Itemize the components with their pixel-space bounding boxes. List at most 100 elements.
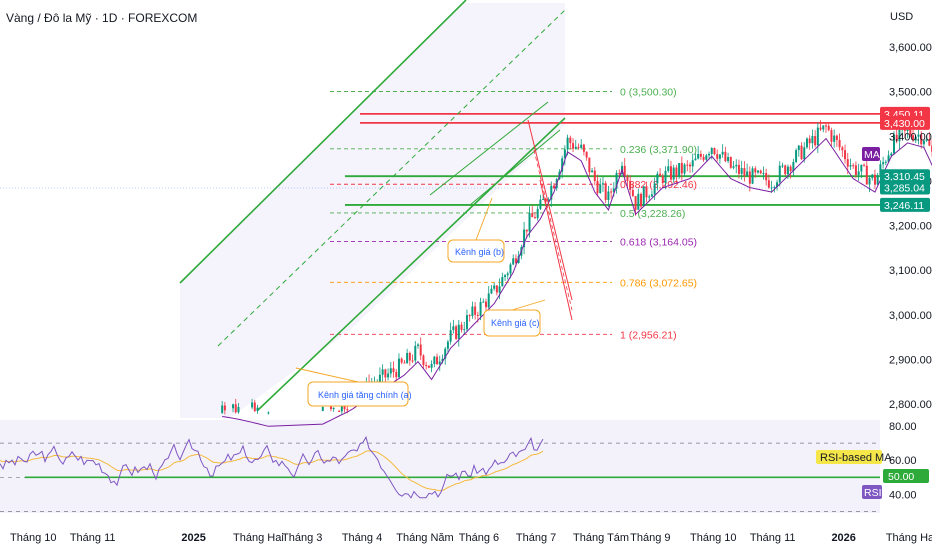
candle-body [786, 166, 789, 175]
time-tick-label: Tháng 11 [70, 532, 116, 544]
candle-body [822, 125, 825, 130]
candle-body [490, 288, 493, 294]
projection-lower [539, 179, 573, 321]
candle-body [776, 182, 779, 188]
channel-b-upper[interactable] [429, 101, 549, 196]
candle-body [591, 170, 594, 173]
candle-body [487, 293, 490, 308]
candle-body [403, 362, 406, 364]
rsi-axis[interactable]: 80.00 60.00 40.00 [889, 421, 917, 501]
rsi-band-fill [0, 420, 880, 513]
candle-body [691, 160, 694, 167]
candle-body [680, 163, 683, 174]
candle-body [661, 176, 664, 184]
candle-body [833, 135, 836, 142]
candle-body [827, 125, 830, 131]
candle-body [381, 369, 384, 375]
candle-body [482, 301, 485, 303]
candle-body [468, 315, 471, 317]
candle-body [640, 193, 643, 207]
candle-body [232, 404, 235, 409]
price-tick-label: 3,400.00 [889, 131, 932, 143]
candle-body [737, 164, 740, 174]
candle-body [471, 306, 474, 317]
candle-body [251, 402, 254, 408]
fib-level-label: 0.786 (3,072.65) [620, 277, 697, 289]
candle-body [792, 162, 795, 171]
candle-body [474, 306, 477, 315]
candle-body [623, 165, 626, 177]
price-badge-label: 3,246.11 [884, 200, 924, 212]
candle-body [536, 208, 539, 219]
candle-body [678, 163, 681, 177]
candle-body [221, 405, 224, 413]
uptrend-channel-fill [180, 3, 565, 418]
candle-body [539, 199, 542, 209]
channel-lower-line[interactable] [257, 117, 566, 411]
callout-pointer [511, 299, 546, 311]
candle-body [406, 352, 409, 364]
price-tick-label: 3,200.00 [889, 221, 932, 233]
candle-body [803, 147, 806, 160]
candle-body [898, 129, 901, 142]
candle-body [721, 151, 724, 155]
candle-body [346, 409, 349, 411]
rsi-level-badge-label: 50.00 [888, 471, 914, 483]
fib-level-label: 0.382 (3,292.46) [620, 179, 697, 191]
candle-body [789, 166, 792, 171]
candle-body [882, 162, 885, 165]
candle-body [705, 155, 708, 160]
projection-upper [527, 119, 573, 301]
fib-level-label: 0.236 (3,371.90) [620, 144, 697, 156]
candle-body [808, 138, 811, 144]
candle-body [664, 170, 667, 184]
candle-body [890, 153, 893, 156]
candle-body [234, 404, 237, 413]
rsi-badge [862, 485, 882, 499]
candle-body [830, 130, 833, 142]
channel-upper-line[interactable] [179, 0, 467, 284]
candle-body [716, 154, 719, 159]
candle-body [857, 171, 860, 176]
candle-body [580, 144, 583, 148]
fib-level-label: 0 (3,500.30) [620, 86, 677, 98]
price-tick-label: 2,800.00 [889, 399, 932, 411]
candle-body [256, 407, 259, 411]
price-axis[interactable]: 3,600.003,500.003,400.003,300.003,200.00… [889, 42, 932, 411]
annotations: Kênh giá tăng chính (a) Kênh giá (b) Kênh … [295, 197, 546, 407]
candle-body [650, 194, 653, 197]
candle-body [411, 360, 414, 362]
candle-body [683, 164, 686, 174]
candle-body [797, 145, 800, 151]
candle-body [718, 154, 721, 159]
candle-body [506, 273, 509, 276]
candle-body [740, 168, 743, 174]
time-tick-label: Tháng Ha [886, 532, 932, 544]
candle-body [485, 301, 487, 308]
candle-body [887, 155, 890, 162]
rsi-tick-label: 40.00 [889, 489, 917, 501]
candle-body [631, 189, 634, 197]
candle-body [765, 173, 768, 181]
time-tick-label: Tháng 11 [750, 532, 796, 544]
candle-body [795, 150, 798, 163]
candle-body [523, 229, 526, 248]
trend-channels[interactable] [179, 0, 566, 411]
candle-body [495, 285, 498, 293]
candle-body [672, 167, 675, 180]
currency-label: USD [890, 11, 913, 23]
rsi-ma-badge [816, 450, 882, 464]
candle-body [724, 151, 727, 162]
candle-body [713, 148, 716, 155]
candle-body [572, 143, 575, 149]
candle-body [599, 184, 602, 194]
candle-body [465, 315, 468, 330]
channel-b-lower[interactable] [469, 129, 561, 206]
candle-body [321, 407, 324, 411]
price-badge-label: 3,430.00 [884, 118, 925, 130]
candle-body [922, 140, 925, 145]
candle-body [895, 134, 898, 142]
candle-body [425, 364, 428, 366]
